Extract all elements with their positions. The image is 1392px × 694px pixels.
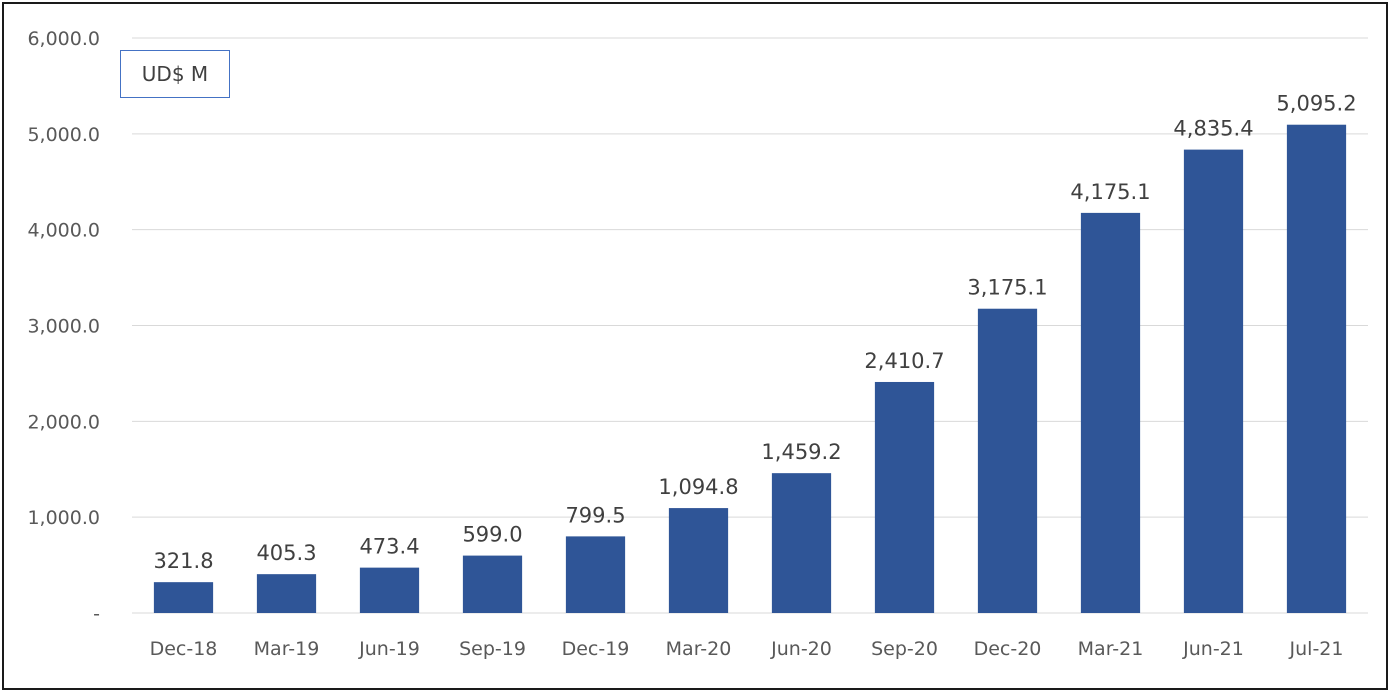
x-tick-label-Mar-20: Mar-20: [666, 638, 732, 660]
x-tick-label-Jun-21: Jun-21: [1182, 638, 1244, 660]
y-tick-label-0: -: [93, 603, 100, 625]
data-label-Jul-21: 5,095.2: [1276, 92, 1356, 116]
data-label-Dec-19: 799.5: [565, 503, 625, 527]
bar-Mar-21: [1080, 212, 1141, 614]
x-axis-tick-labels: Dec-18 Mar-19 Jun-19 Sep-19 Dec-19 Mar-20 Jun-…: [150, 638, 1344, 660]
unit-label-box: UD$ M: [120, 50, 230, 98]
data-label-Mar-20: 1,094.8: [658, 475, 738, 499]
bar-Mar-20: [668, 508, 729, 613]
bar-Dec-19: [565, 536, 626, 613]
y-tick-label-2: 2,000.0: [27, 411, 100, 433]
x-tick-label-Mar-21: Mar-21: [1078, 638, 1144, 660]
bar-Sep-19: [462, 555, 523, 613]
data-label-Mar-19: 405.3: [256, 541, 316, 565]
bar-Dec-20: [977, 308, 1038, 613]
data-label-Jun-20: 1,459.2: [761, 440, 841, 464]
bars: [153, 124, 1347, 614]
y-axis-tick-labels: - 1,000.0 2,000.0 3,000.0 4,000.0 5,000.0 6,00…: [27, 28, 100, 625]
x-tick-label-Jun-20: Jun-20: [770, 638, 832, 660]
unit-label: UD$ M: [141, 62, 209, 86]
bar-Dec-18: [153, 582, 214, 613]
x-tick-label-Jul-21: Jul-21: [1289, 638, 1344, 660]
x-tick-label-Dec-20: Dec-20: [974, 638, 1042, 660]
data-label-Dec-18: 321.8: [153, 549, 213, 573]
x-tick-label-Mar-19: Mar-19: [254, 638, 320, 660]
x-tick-label-Dec-18: Dec-18: [150, 638, 218, 660]
y-tick-label-1: 1,000.0: [27, 507, 100, 529]
gridlines: [132, 37, 1368, 614]
data-label-Sep-20: 2,410.7: [864, 349, 944, 373]
x-tick-label-Sep-20: Sep-20: [871, 638, 938, 660]
data-label-Dec-20: 3,175.1: [967, 276, 1047, 300]
y-tick-label-4: 4,000.0: [27, 220, 100, 242]
x-tick-label-Sep-19: Sep-19: [459, 638, 526, 660]
data-label-Jun-21: 4,835.4: [1173, 117, 1253, 141]
bar-Jul-21: [1286, 124, 1347, 614]
x-tick-label-Jun-19: Jun-19: [358, 638, 420, 660]
bar-Sep-20: [874, 381, 935, 613]
bar-Jun-20: [771, 473, 832, 613]
bar-Jun-21: [1183, 149, 1244, 614]
bar-Jun-19: [359, 567, 420, 613]
y-tick-label-6: 6,000.0: [27, 28, 100, 50]
data-label-Sep-19: 599.0: [462, 523, 522, 547]
x-tick-label-Dec-19: Dec-19: [562, 638, 630, 660]
data-label-Mar-21: 4,175.1: [1070, 180, 1150, 204]
data-label-Jun-19: 473.4: [359, 535, 419, 559]
bar-Mar-19: [256, 574, 317, 613]
y-tick-label-5: 5,000.0: [27, 124, 100, 146]
y-tick-label-3: 3,000.0: [27, 316, 100, 338]
data-labels: 321.8 405.3 473.4 599.0 799.5 1,094.8 1,459.2 2…: [153, 92, 1356, 573]
